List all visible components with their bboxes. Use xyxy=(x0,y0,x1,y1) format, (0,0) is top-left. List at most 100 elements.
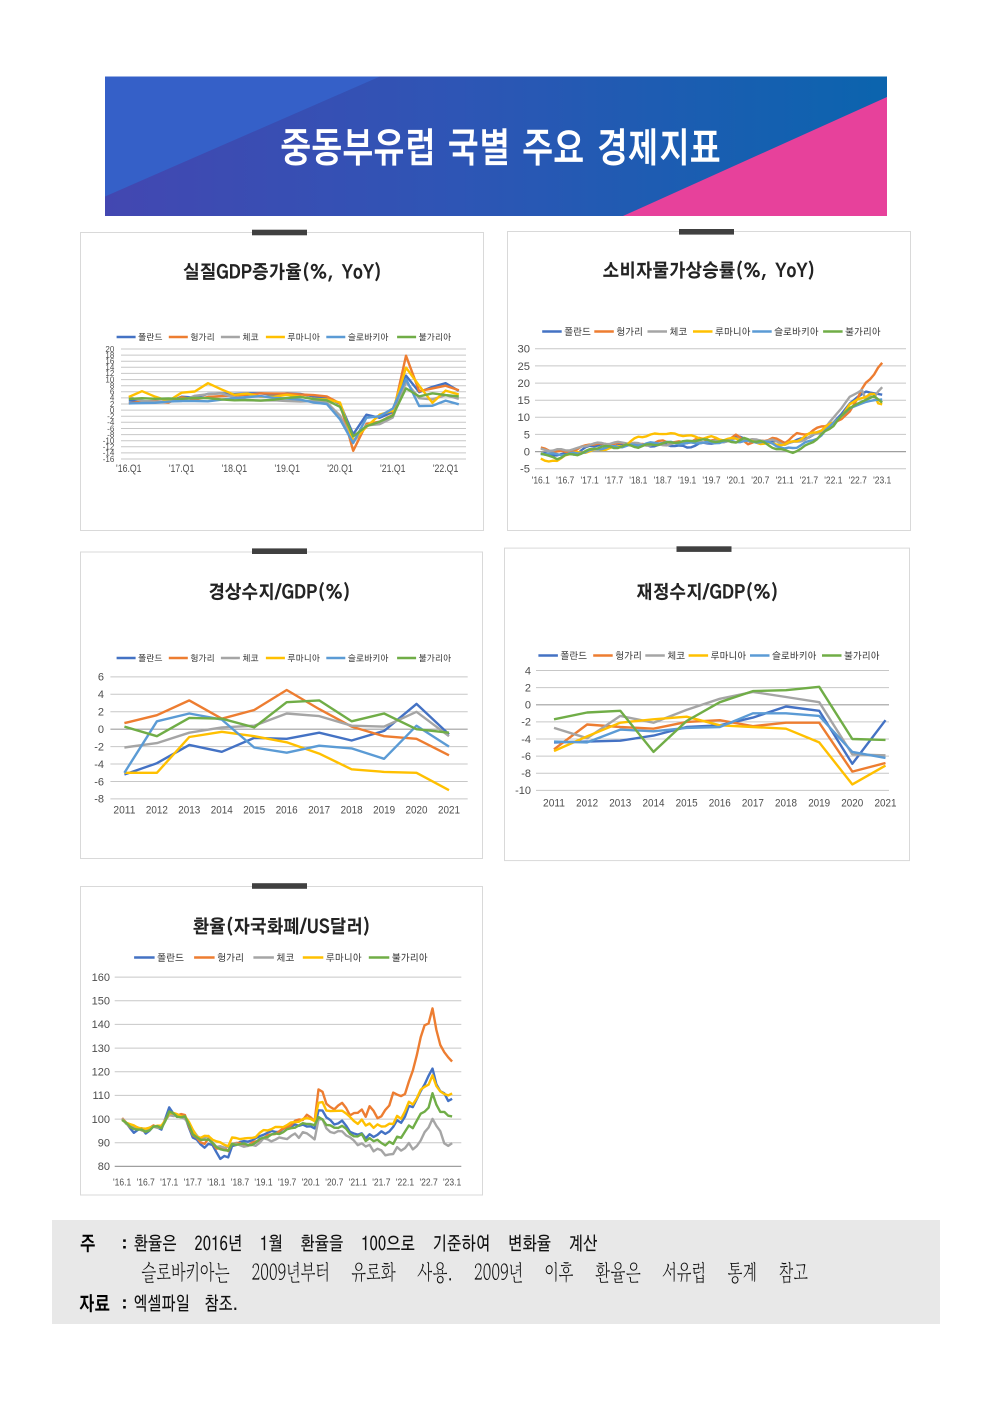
svg-text:'21.7: '21.7 xyxy=(372,1178,391,1189)
svg-text:-6: -6 xyxy=(107,424,115,433)
svg-text:0: 0 xyxy=(98,724,104,736)
svg-text:2015: 2015 xyxy=(243,805,265,817)
svg-text:'18.7: '18.7 xyxy=(654,476,673,487)
svg-text:'19.7: '19.7 xyxy=(278,1178,297,1189)
svg-text:-14: -14 xyxy=(103,449,115,458)
svg-text:'22.1: '22.1 xyxy=(824,476,843,487)
svg-text:'19.1: '19.1 xyxy=(254,1178,273,1189)
svg-text:2018: 2018 xyxy=(775,798,797,810)
svg-text:8: 8 xyxy=(110,382,115,391)
svg-text:18: 18 xyxy=(105,351,114,360)
svg-text:10: 10 xyxy=(518,412,530,424)
svg-text:'23.1: '23.1 xyxy=(443,1178,462,1189)
svg-text:2014: 2014 xyxy=(643,798,665,810)
svg-text:6: 6 xyxy=(110,388,115,397)
svg-text:2016: 2016 xyxy=(709,798,731,810)
svg-text:90: 90 xyxy=(98,1138,110,1150)
svg-text:2014: 2014 xyxy=(211,805,233,817)
svg-text:-8: -8 xyxy=(94,794,104,806)
svg-text:'16.1: '16.1 xyxy=(113,1178,132,1189)
svg-text:15: 15 xyxy=(518,395,530,407)
svg-text:-4: -4 xyxy=(107,418,115,427)
svg-text:'20.1: '20.1 xyxy=(302,1178,321,1189)
svg-text:5: 5 xyxy=(524,429,530,441)
svg-text:'21.1: '21.1 xyxy=(776,476,795,487)
svg-text:'17.7: '17.7 xyxy=(184,1178,203,1189)
svg-text:2013: 2013 xyxy=(178,805,200,817)
svg-text:'20.Q1: '20.Q1 xyxy=(327,463,353,475)
svg-text:'18.7: '18.7 xyxy=(231,1178,250,1189)
svg-text:140: 140 xyxy=(92,1019,110,1031)
svg-text:'17.7: '17.7 xyxy=(605,476,624,487)
svg-text:12: 12 xyxy=(105,369,114,378)
svg-text:80: 80 xyxy=(98,1161,110,1173)
svg-text:'20.1: '20.1 xyxy=(727,476,746,487)
svg-text:'17.Q1: '17.Q1 xyxy=(169,463,195,475)
svg-text:2017: 2017 xyxy=(308,805,330,817)
svg-text:'22.7: '22.7 xyxy=(849,476,868,487)
svg-text:'22.1: '22.1 xyxy=(396,1178,415,1189)
svg-text:'19.Q1: '19.Q1 xyxy=(274,463,300,475)
svg-text:-5: -5 xyxy=(520,464,530,476)
svg-text:2: 2 xyxy=(110,400,115,409)
svg-text:0: 0 xyxy=(524,447,530,459)
svg-text:2018: 2018 xyxy=(341,805,363,817)
svg-text:20: 20 xyxy=(105,345,114,354)
svg-text:-2: -2 xyxy=(94,741,104,753)
svg-text:2011: 2011 xyxy=(543,798,565,810)
svg-text:'16.1: '16.1 xyxy=(532,476,551,487)
svg-text:'23.1: '23.1 xyxy=(873,476,892,487)
svg-text:-16: -16 xyxy=(103,455,115,464)
svg-text:2011: 2011 xyxy=(113,805,135,817)
svg-text:120: 120 xyxy=(92,1067,110,1079)
svg-text:0: 0 xyxy=(525,700,531,712)
svg-text:100: 100 xyxy=(92,1114,110,1126)
svg-text:-10: -10 xyxy=(515,785,531,797)
svg-text:2020: 2020 xyxy=(406,805,428,817)
svg-text:'18.1: '18.1 xyxy=(207,1178,226,1189)
svg-text:'19.1: '19.1 xyxy=(678,476,697,487)
svg-text:4: 4 xyxy=(525,665,531,677)
svg-text:2016: 2016 xyxy=(276,805,298,817)
svg-text:30: 30 xyxy=(518,344,530,356)
svg-text:-4: -4 xyxy=(521,734,531,746)
svg-text:10: 10 xyxy=(105,375,114,384)
svg-text:'16.7: '16.7 xyxy=(137,1178,156,1189)
svg-text:'18.Q1: '18.Q1 xyxy=(222,463,248,475)
svg-text:110: 110 xyxy=(92,1090,110,1102)
svg-text:2: 2 xyxy=(525,682,531,694)
svg-text:-2: -2 xyxy=(521,717,531,729)
svg-text:2021: 2021 xyxy=(438,805,460,817)
svg-text:'17.1: '17.1 xyxy=(581,476,600,487)
svg-text:2012: 2012 xyxy=(576,798,598,810)
svg-text:6: 6 xyxy=(98,672,104,684)
svg-text:130: 130 xyxy=(92,1043,110,1055)
svg-text:'20.7: '20.7 xyxy=(325,1178,344,1189)
svg-text:-6: -6 xyxy=(94,776,104,788)
svg-text:'22.7: '22.7 xyxy=(420,1178,439,1189)
svg-text:160: 160 xyxy=(92,972,110,984)
svg-text:2012: 2012 xyxy=(146,805,168,817)
svg-text:'19.7: '19.7 xyxy=(702,476,721,487)
svg-text:2015: 2015 xyxy=(676,798,698,810)
svg-text:2019: 2019 xyxy=(808,798,830,810)
svg-text:'21.Q1: '21.Q1 xyxy=(380,463,406,475)
svg-text:-8: -8 xyxy=(521,768,531,780)
svg-text:4: 4 xyxy=(110,394,115,403)
svg-text:20: 20 xyxy=(518,378,530,390)
svg-text:-4: -4 xyxy=(94,759,104,771)
svg-text:'21.1: '21.1 xyxy=(349,1178,368,1189)
svg-text:'16.Q1: '16.Q1 xyxy=(116,463,142,475)
svg-text:2019: 2019 xyxy=(373,805,395,817)
svg-text:25: 25 xyxy=(518,361,530,373)
svg-text:-8: -8 xyxy=(107,430,115,439)
svg-text:2013: 2013 xyxy=(609,798,631,810)
svg-text:-6: -6 xyxy=(521,751,531,763)
svg-text:0: 0 xyxy=(110,406,115,415)
svg-text:-12: -12 xyxy=(103,443,115,452)
svg-text:14: 14 xyxy=(105,363,114,372)
svg-text:150: 150 xyxy=(92,996,110,1008)
svg-text:'16.7: '16.7 xyxy=(556,476,575,487)
svg-text:-2: -2 xyxy=(107,412,115,421)
svg-text:-10: -10 xyxy=(103,437,115,446)
